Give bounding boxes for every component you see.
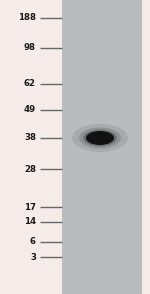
Bar — [62, 0, 150, 294]
Text: 62: 62 — [24, 79, 36, 88]
Text: 49: 49 — [24, 106, 36, 114]
Text: 6: 6 — [30, 238, 36, 246]
Text: 14: 14 — [24, 218, 36, 226]
Text: 17: 17 — [24, 203, 36, 211]
Text: 28: 28 — [24, 165, 36, 173]
Text: 38: 38 — [24, 133, 36, 143]
Ellipse shape — [79, 128, 121, 148]
Ellipse shape — [86, 131, 114, 145]
Text: 98: 98 — [24, 44, 36, 53]
Bar — [0, 0, 62, 294]
Text: 188: 188 — [18, 14, 36, 23]
Ellipse shape — [72, 124, 128, 152]
Bar — [142, 0, 150, 294]
Text: 3: 3 — [30, 253, 36, 261]
Ellipse shape — [83, 130, 117, 146]
